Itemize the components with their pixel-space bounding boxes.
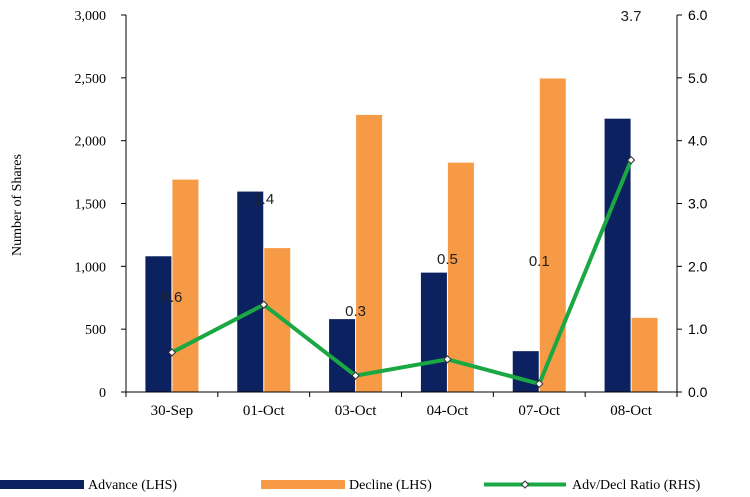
x-tick-label: 03-Oct — [335, 403, 377, 419]
legend-label: Decline (LHS) — [349, 478, 432, 493]
legend-label: Adv/Decl Ratio (RHS) — [572, 478, 701, 493]
bar-decline — [356, 114, 383, 392]
ratio-line — [170, 159, 633, 386]
y2-tick-label: 6.0 — [688, 7, 708, 23]
x-tick-label: 30-Sep — [151, 403, 194, 419]
y-tick-label: 0 — [99, 386, 106, 401]
y2-tick-label: 1.0 — [688, 321, 708, 337]
legend-swatch-decline — [261, 480, 345, 489]
ratio-data-label: 0.1 — [529, 253, 550, 270]
bar-advance — [420, 272, 447, 392]
y-tick-label: 3,000 — [75, 9, 107, 24]
legend-swatch-advance — [0, 480, 84, 489]
bar-advance — [604, 118, 631, 393]
ratio-marker — [259, 300, 268, 309]
ratio-data-label: 3.7 — [621, 8, 642, 25]
bar-advance — [329, 319, 356, 392]
y-tick-label: 500 — [85, 323, 106, 338]
ratio-data-label: 0.5 — [437, 251, 458, 268]
y2-tick-label: 5.0 — [688, 70, 708, 86]
x-tick-label: 07-Oct — [518, 403, 560, 419]
bar-decline — [172, 179, 199, 392]
y-tick-label: 2,000 — [75, 135, 107, 150]
ratio-marker — [167, 348, 177, 357]
ratio-data-label: 0.3 — [345, 303, 366, 320]
ratio-marker — [535, 379, 544, 389]
x-tick-label: 01-Oct — [243, 403, 285, 419]
ratio-marker — [626, 155, 636, 165]
ratio-data-label: 0.6 — [161, 289, 182, 306]
y-tick-label: 1,500 — [75, 198, 107, 213]
ratio-marker — [351, 371, 360, 380]
y-tick-label: 1,000 — [75, 260, 107, 275]
legend-label: Advance (LHS) — [88, 478, 177, 493]
x-tick-label: 04-Oct — [427, 403, 469, 419]
x-tick-label: 08-Oct — [610, 403, 652, 419]
legend-marker-ratio — [520, 480, 530, 489]
bar-advance — [512, 351, 539, 392]
bar-decline — [539, 78, 566, 392]
bar-advance — [237, 191, 264, 392]
ratio-data-label: 1.4 — [253, 191, 274, 208]
y-tick-label: 2,500 — [75, 72, 107, 87]
y2-tick-label: 0.0 — [688, 384, 708, 400]
y2-tick-label: 4.0 — [688, 133, 708, 149]
legend: Advance (LHS) Decline (LHS) Adv/Decl Ratio… — [0, 478, 701, 493]
ratio-marker — [443, 355, 452, 364]
y2-tick-label: 2.0 — [688, 258, 708, 274]
y2-tick-label: 3.0 — [688, 196, 708, 212]
y-axis-label: Number of Shares — [10, 154, 25, 256]
plot-area: 0 500 1,000 1,500 2,000 2,500 3,000 0.0 1.0 2.0 3.… — [75, 7, 708, 419]
bar-advance — [145, 256, 172, 392]
bar-decline — [631, 317, 658, 392]
bar-decline — [447, 162, 474, 392]
